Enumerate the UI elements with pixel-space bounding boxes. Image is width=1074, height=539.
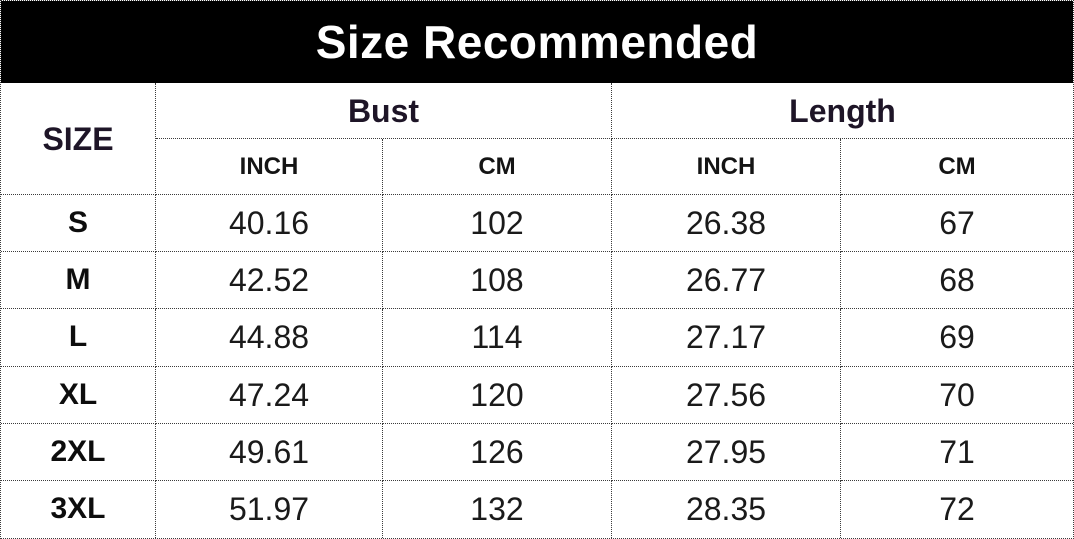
- value-cell: 40.16: [156, 195, 383, 253]
- value-cell: 108: [383, 252, 612, 310]
- size-cell: M: [1, 252, 156, 310]
- value-cell: 120: [383, 366, 612, 424]
- value-cell: 27.95: [612, 423, 841, 481]
- value-cell: 102: [383, 195, 612, 253]
- size-cell: S: [1, 195, 156, 253]
- value-cell: 68: [841, 252, 1073, 310]
- value-cell: 67: [841, 195, 1073, 253]
- value-cell: 114: [383, 309, 612, 367]
- title-bar: Size Recommended: [1, 1, 1073, 83]
- value-cell: 70: [841, 366, 1073, 424]
- value-cell: 72: [841, 480, 1073, 538]
- value-cell: 69: [841, 309, 1073, 367]
- value-cell: 126: [383, 423, 612, 481]
- value-cell: 44.88: [156, 309, 383, 367]
- value-cell: 71: [841, 423, 1073, 481]
- size-cell: XL: [1, 366, 156, 424]
- length-group-header: Length: [612, 83, 1073, 139]
- size-cell: L: [1, 309, 156, 367]
- value-cell: 51.97: [156, 480, 383, 538]
- page-title: Size Recommended: [315, 16, 759, 68]
- value-cell: 49.61: [156, 423, 383, 481]
- unit-header-bust-inch: INCH: [156, 139, 383, 195]
- value-cell: 47.24: [156, 366, 383, 424]
- unit-header-bust-cm: CM: [383, 139, 612, 195]
- size-column-header: SIZE: [1, 83, 156, 195]
- value-cell: 27.56: [612, 366, 841, 424]
- value-cell: 26.38: [612, 195, 841, 253]
- size-table: SIZE Bust Length INCH CM INCH CM S 40.16…: [1, 83, 1073, 538]
- value-cell: 42.52: [156, 252, 383, 310]
- unit-header-length-cm: CM: [841, 139, 1073, 195]
- unit-header-length-inch: INCH: [612, 139, 841, 195]
- bust-group-header: Bust: [156, 83, 612, 139]
- value-cell: 28.35: [612, 480, 841, 538]
- size-cell: 2XL: [1, 423, 156, 481]
- size-cell: 3XL: [1, 480, 156, 538]
- value-cell: 27.17: [612, 309, 841, 367]
- value-cell: 132: [383, 480, 612, 538]
- value-cell: 26.77: [612, 252, 841, 310]
